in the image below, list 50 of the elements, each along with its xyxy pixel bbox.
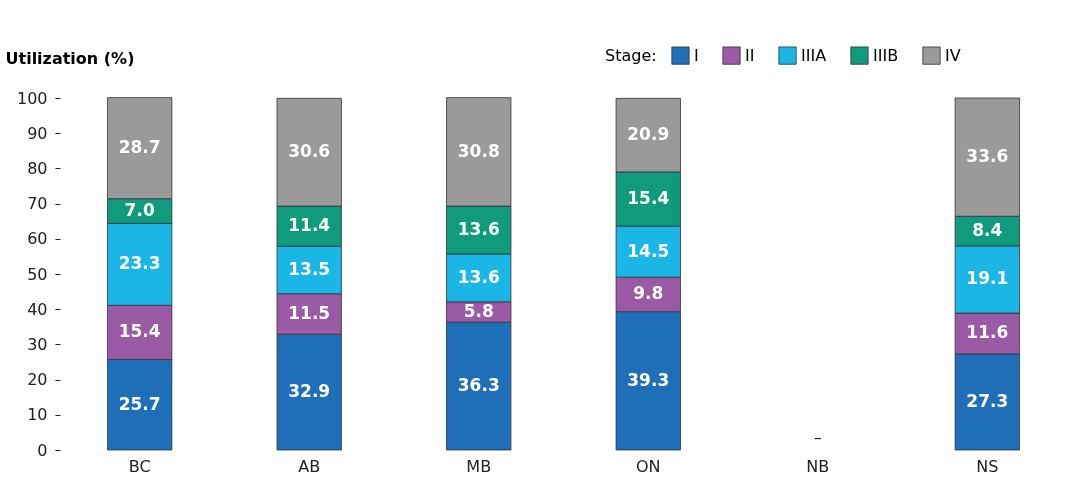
x-tick-label: MB [466, 456, 492, 476]
data-label: 11.4 [288, 215, 331, 236]
annotation: – [813, 428, 822, 447]
legend-label: II [745, 45, 755, 65]
y-tick-label: 0 [37, 440, 48, 460]
y-tick-label: 50 [27, 264, 48, 284]
y-tick-label: 40 [27, 299, 48, 319]
data-label: 25.7 [118, 393, 161, 414]
data-label: 13.6 [457, 219, 500, 239]
y-tick-label: 10 [27, 405, 48, 425]
data-label: 13.6 [457, 266, 500, 287]
data-label: 15.4 [627, 188, 670, 209]
data-label: 23.3 [118, 253, 161, 274]
data-label: 14.5 [627, 240, 670, 261]
x-tick-label: BC [128, 456, 151, 476]
y-tick-label: 20 [27, 370, 48, 390]
data-label: 9.8 [633, 283, 664, 304]
data-label: 19.1 [966, 268, 1009, 289]
legend-label: IIIA [801, 45, 827, 65]
legend-label: I [694, 45, 699, 65]
data-label: 20.9 [627, 124, 670, 145]
y-tick-label: 60 [27, 229, 48, 249]
data-label: 7.0 [124, 199, 155, 220]
data-label: 30.6 [288, 141, 331, 162]
data-label: 36.3 [457, 375, 500, 396]
y-tick-label: 70 [27, 194, 48, 214]
legend-label: IV [945, 45, 961, 65]
data-label: 11.5 [288, 302, 331, 323]
x-tick-label: NS [976, 456, 999, 476]
y-tick-label: 30 [27, 334, 48, 354]
legend-label: IIIB [873, 45, 899, 65]
x-tick-label: NB [806, 456, 830, 476]
data-label: 39.3 [627, 369, 670, 390]
data-label: 15.4 [118, 321, 161, 342]
y-tick-label: 90 [27, 123, 48, 143]
data-label: 28.7 [118, 137, 161, 158]
y-tick-label: 80 [27, 158, 48, 178]
data-label: 33.6 [966, 146, 1009, 167]
y-axis-title: Utilization (%) [5, 48, 135, 68]
data-label: 11.6 [966, 322, 1009, 343]
data-label: 5.8 [463, 301, 494, 322]
x-tick-label: ON [635, 456, 661, 476]
data-label: 27.3 [966, 390, 1009, 411]
legend-title: Stage: [605, 46, 657, 65]
y-tick-label: 100 [16, 88, 48, 108]
data-label: 32.9 [288, 381, 331, 402]
data-label: 13.5 [288, 258, 331, 279]
x-tick-label: AB [298, 456, 321, 476]
data-label: 30.8 [457, 140, 500, 161]
data-label: 8.4 [972, 220, 1003, 241]
